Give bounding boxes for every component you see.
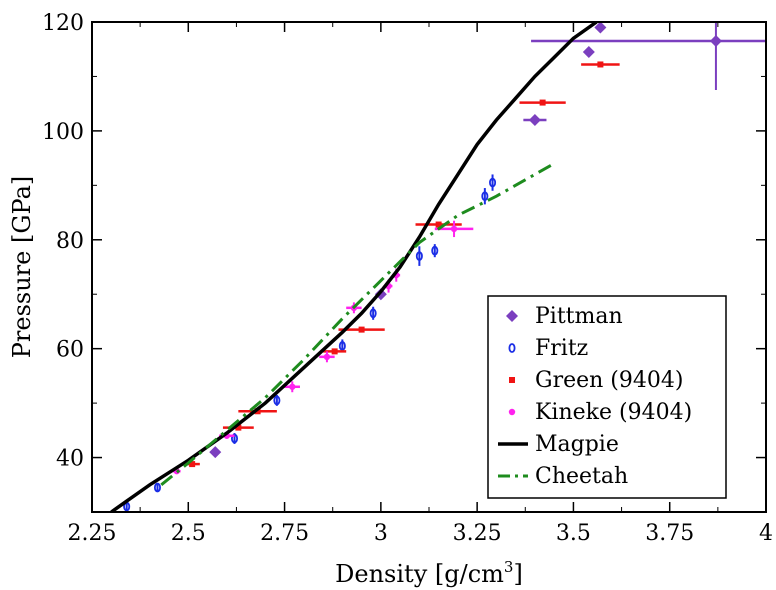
pittman-marker bbox=[582, 45, 595, 58]
pittman-point bbox=[209, 446, 222, 459]
pittman-point bbox=[594, 22, 607, 34]
green-9404-point bbox=[581, 61, 620, 68]
legend-label-cheetah: Cheetah bbox=[535, 464, 628, 489]
pittman-point bbox=[531, 22, 766, 91]
green-marker bbox=[235, 424, 242, 431]
y-tick-label: 100 bbox=[42, 120, 84, 145]
legend-label-kineke-9404: Kineke (9404) bbox=[535, 400, 692, 425]
x-tick-label: 2.5 bbox=[171, 521, 206, 546]
fritz-marker bbox=[273, 395, 281, 406]
x-tick-label: 3.25 bbox=[453, 521, 502, 546]
pittman-series bbox=[209, 22, 766, 459]
green-marker bbox=[435, 221, 442, 228]
green-marker bbox=[597, 61, 604, 68]
fritz-point bbox=[369, 306, 377, 320]
fritz-point bbox=[489, 174, 497, 191]
legend-label-green-9404: Green (9404) bbox=[535, 368, 683, 393]
pittman-marker bbox=[209, 446, 222, 459]
x-tick-label: 3.75 bbox=[645, 521, 694, 546]
green-9404-point bbox=[519, 99, 566, 106]
y-tick-label: 80 bbox=[56, 229, 84, 254]
legend-item-cheetah: Cheetah bbox=[498, 464, 628, 489]
y-axis-title: Pressure [GPa] bbox=[8, 176, 36, 359]
legend-item-magpie: Magpie bbox=[498, 432, 619, 457]
fritz-marker bbox=[231, 433, 239, 444]
fritz-point bbox=[431, 244, 439, 258]
y-tick-label: 60 bbox=[56, 338, 84, 363]
kineke-marker bbox=[323, 353, 331, 361]
green-marker bbox=[509, 377, 515, 383]
x-tick-label: 4 bbox=[759, 521, 773, 546]
fritz-point bbox=[481, 188, 489, 205]
pittman-marker bbox=[528, 114, 541, 126]
fritz-point bbox=[153, 482, 161, 493]
legend-label-fritz: Fritz bbox=[535, 336, 588, 361]
plot-area bbox=[110, 22, 766, 512]
fritz-marker bbox=[369, 308, 377, 319]
legend: Pittman Fritz Green (9404) Kineke (9404) Mag… bbox=[487, 295, 727, 499]
kineke-9404-point bbox=[319, 351, 335, 363]
legend-label-pittman: Pittman bbox=[535, 304, 623, 329]
kineke-marker bbox=[450, 225, 458, 233]
cheetah-curve bbox=[160, 162, 555, 486]
fritz-marker bbox=[489, 177, 497, 188]
legend-box bbox=[487, 295, 727, 499]
pittman-marker bbox=[506, 310, 518, 322]
pittman-point bbox=[582, 45, 595, 58]
kineke-9404-point bbox=[284, 381, 300, 393]
pittman-marker bbox=[594, 22, 607, 34]
green-marker bbox=[358, 326, 365, 333]
legend-label-magpie: Magpie bbox=[535, 432, 619, 457]
fritz-marker bbox=[431, 245, 439, 256]
kineke-marker bbox=[289, 383, 296, 390]
fritz-point bbox=[273, 394, 281, 406]
fritz-marker bbox=[481, 191, 489, 202]
fritz-marker bbox=[508, 343, 516, 353]
legend-item-pittman: Pittman bbox=[506, 304, 623, 329]
fritz-point bbox=[415, 246, 423, 266]
kineke-marker bbox=[508, 408, 516, 416]
kineke-9404-series bbox=[172, 220, 474, 475]
pittman-point bbox=[523, 114, 547, 126]
fritz-marker bbox=[338, 341, 346, 351]
legend-item-green-9404: Green (9404) bbox=[509, 368, 683, 393]
plot-clip-group bbox=[110, 22, 766, 512]
y-tick-label: 120 bbox=[42, 11, 84, 36]
green-marker bbox=[539, 99, 546, 106]
pittman-marker bbox=[709, 35, 722, 48]
legend-item-kineke-9404: Kineke (9404) bbox=[508, 400, 692, 425]
x-tick-label: 3.5 bbox=[556, 521, 591, 546]
green-marker bbox=[331, 348, 338, 355]
axis-ticks: 2.25 2.5 2.75 3 3.25 3.5 3.75 4 40 60 80 100 120 bbox=[42, 11, 773, 546]
fritz-marker bbox=[153, 482, 161, 493]
green-marker bbox=[189, 461, 196, 468]
x-tick-label: 2.75 bbox=[260, 521, 309, 546]
y-tick-label: 40 bbox=[56, 447, 84, 472]
x-tick-label: 2.25 bbox=[68, 521, 117, 546]
x-axis-title: Density [g/cm3] bbox=[335, 558, 523, 588]
x-tick-label: 3 bbox=[374, 521, 388, 546]
fritz-marker bbox=[415, 251, 423, 262]
legend-item-fritz: Fritz bbox=[508, 336, 588, 361]
